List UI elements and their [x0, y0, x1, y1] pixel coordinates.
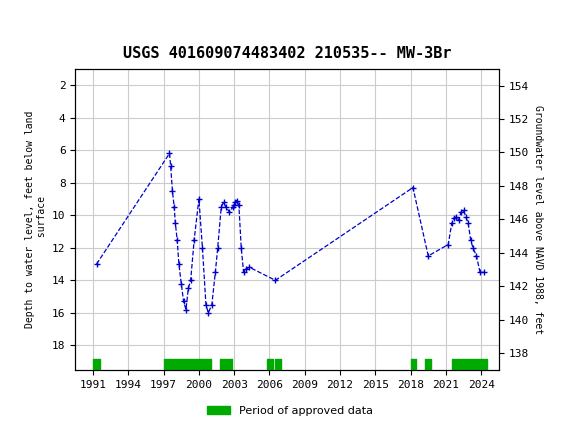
- Text: ≡USGS: ≡USGS: [9, 15, 63, 33]
- Legend: Period of approved data: Period of approved data: [203, 401, 377, 420]
- Title: USGS 401609074483402 210535-- MW-3Br: USGS 401609074483402 210535-- MW-3Br: [123, 46, 451, 61]
- Y-axis label: Depth to water level, feet below land
 surface: Depth to water level, feet below land su…: [25, 111, 46, 328]
- Y-axis label: Groundwater level above NAVD 1988, feet: Groundwater level above NAVD 1988, feet: [532, 105, 543, 334]
